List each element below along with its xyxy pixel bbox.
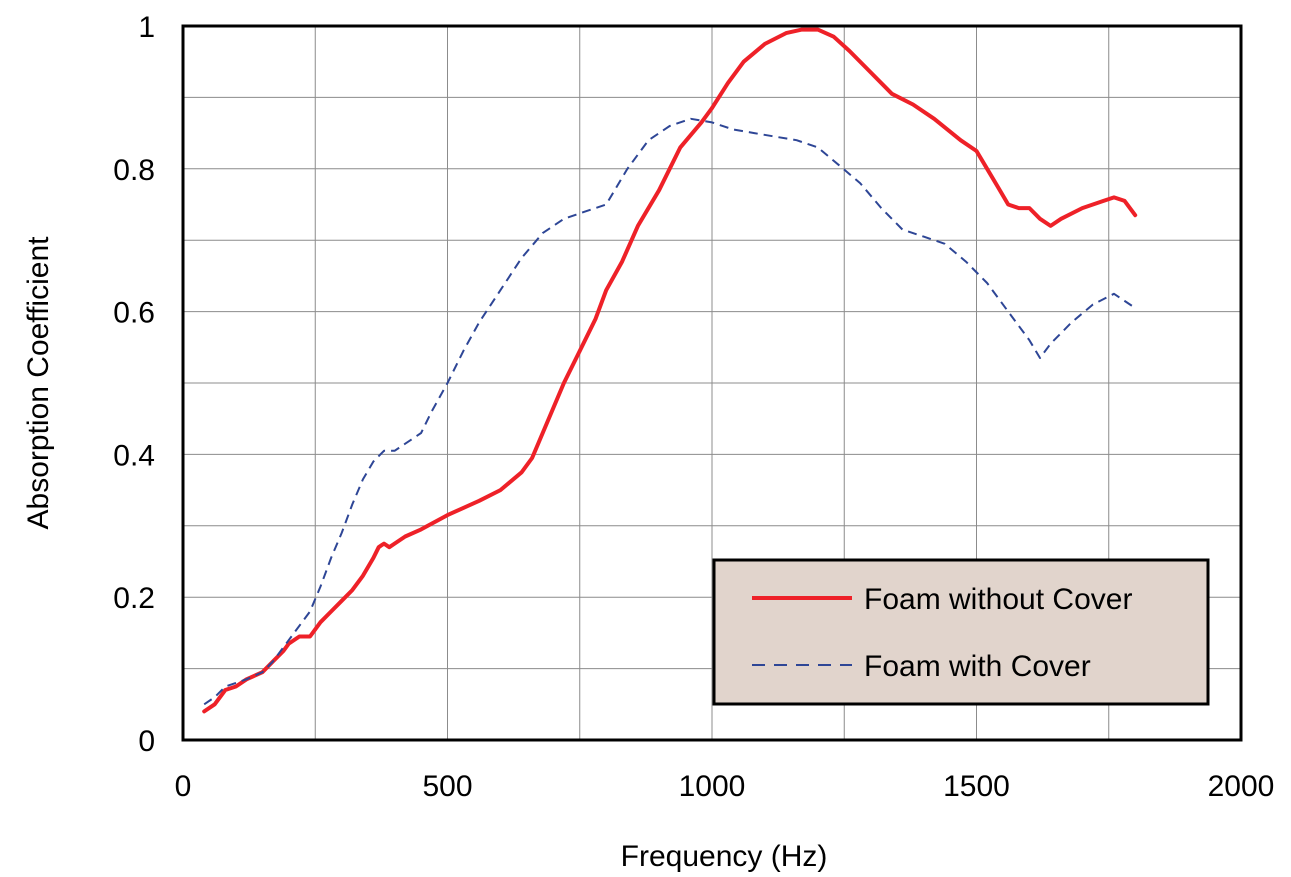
y-tick-label-0-2: 0.2 <box>113 582 155 615</box>
x-tick-label-500: 500 <box>422 770 472 803</box>
x-tick-label-1500: 1500 <box>943 770 1010 803</box>
y-tick-label-0-4: 0.4 <box>113 439 155 472</box>
legend: Foam without Cover Foam with Cover <box>712 558 1210 706</box>
legend-label-foam-with-cover: Foam with Cover <box>864 650 1091 683</box>
y-tick-label-0-6: 0.6 <box>113 297 155 330</box>
x-tick-label-2000: 2000 <box>1208 770 1275 803</box>
x-tick-label-1000: 1000 <box>679 770 746 803</box>
series-lines <box>202 27 1138 714</box>
y-tick-label-0-8: 0.8 <box>113 154 155 187</box>
y-axis-title: Absorption Coefficient <box>22 236 55 530</box>
grid-lines <box>183 26 1241 740</box>
y-tick-label-1: 1 <box>138 11 155 44</box>
x-axis-tick-labels: 0 500 1000 1500 2000 <box>175 770 1275 803</box>
x-tick-label-0: 0 <box>175 770 192 803</box>
legend-box <box>712 558 1210 706</box>
y-axis-tick-labels: 0 0.2 0.4 0.6 0.8 1 <box>113 11 155 758</box>
plot-frame <box>181 24 1243 742</box>
series-line-foam-with-cover <box>203 117 1136 706</box>
series-line-foam-without-cover <box>202 27 1138 714</box>
legend-label-foam-without-cover: Foam without Cover <box>864 583 1132 616</box>
x-axis-title: Frequency (Hz) <box>621 840 828 873</box>
y-tick-label-0: 0 <box>138 725 155 758</box>
